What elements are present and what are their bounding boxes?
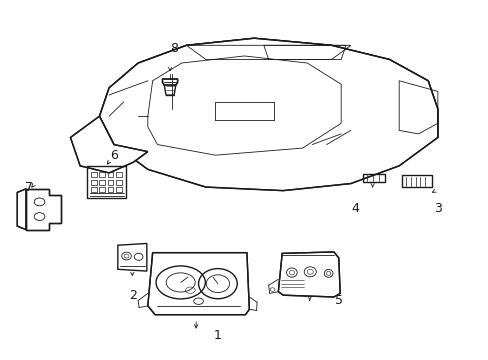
- Bar: [107, 180, 113, 185]
- Bar: [99, 188, 105, 192]
- Polygon shape: [99, 38, 437, 191]
- Bar: [107, 172, 113, 177]
- Bar: [91, 188, 97, 192]
- Polygon shape: [26, 189, 61, 230]
- Text: 6: 6: [110, 149, 118, 162]
- Bar: [116, 172, 122, 177]
- Text: 1: 1: [214, 329, 222, 342]
- Bar: [107, 188, 113, 192]
- Text: 4: 4: [351, 202, 359, 215]
- Text: 3: 3: [433, 202, 441, 215]
- Bar: [91, 180, 97, 185]
- Text: 8: 8: [170, 42, 178, 55]
- Bar: [99, 180, 105, 185]
- Bar: [116, 180, 122, 185]
- Bar: [116, 188, 122, 192]
- Text: 5: 5: [334, 294, 342, 307]
- Bar: [91, 172, 97, 177]
- Polygon shape: [278, 252, 340, 297]
- Polygon shape: [162, 79, 177, 85]
- Text: 2: 2: [129, 289, 137, 302]
- Polygon shape: [147, 253, 249, 315]
- Polygon shape: [17, 189, 26, 230]
- Polygon shape: [70, 116, 147, 173]
- Text: 7: 7: [25, 181, 33, 194]
- Bar: [99, 172, 105, 177]
